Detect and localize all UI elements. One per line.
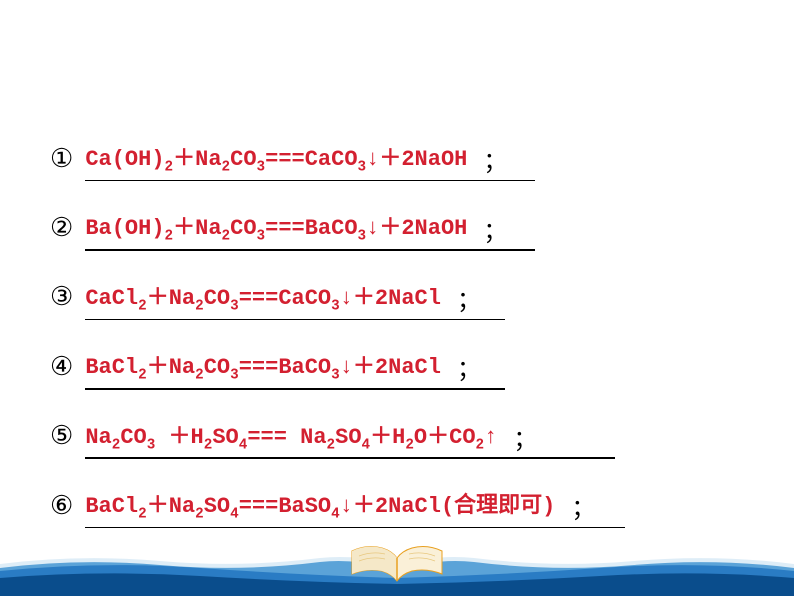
equation-wrapper: CaCl2＋Na2CO3===CaCO3↓＋2NaCl	[85, 279, 441, 316]
equation-formula: BaCl2＋Na2SO4===BaSO4↓＋2NaCl(合理即可)	[85, 487, 555, 524]
underline	[85, 388, 505, 390]
circled-number: ⑤	[50, 421, 73, 451]
equation-formula: Ba(OH)2＋Na2CO3===BaCO3↓＋2NaOH	[85, 209, 467, 246]
equation-row-5: ⑤ Na2CO3 ＋H2SO4=== Na2SO4＋H2O＋CO2↑ ；	[50, 418, 750, 455]
equation-row-1: ① Ca(OH)2＋Na2CO3===CaCO3↓＋2NaOH ；	[50, 140, 750, 177]
semicolon: ；	[457, 280, 481, 315]
semicolon: ；	[513, 419, 537, 454]
equation-wrapper: Na2CO3 ＋H2SO4=== Na2SO4＋H2O＋CO2↑	[85, 418, 497, 455]
semicolon: ；	[483, 141, 507, 176]
equation-wrapper: Ba(OH)2＋Na2CO3===BaCO3↓＋2NaOH	[85, 209, 467, 246]
equations-list: ① Ca(OH)2＋Na2CO3===CaCO3↓＋2NaOH ； ② Ba(O…	[50, 140, 750, 556]
equation-row-3: ③ CaCl2＋Na2CO3===CaCO3↓＋2NaCl ；	[50, 279, 750, 316]
circled-number: ⑥	[50, 491, 73, 521]
underline	[85, 319, 505, 321]
underline	[85, 457, 615, 459]
equation-wrapper: Ca(OH)2＋Na2CO3===CaCO3↓＋2NaOH	[85, 140, 467, 177]
semicolon: ；	[457, 349, 481, 384]
semicolon: ；	[483, 211, 507, 246]
underline	[85, 249, 535, 251]
footer-decoration	[0, 536, 794, 596]
equation-formula: BaCl2＋Na2CO3===BaCO3↓＋2NaCl	[85, 348, 441, 385]
underline	[85, 180, 535, 182]
equation-formula: Ca(OH)2＋Na2CO3===CaCO3↓＋2NaOH	[85, 140, 467, 177]
circled-number: ②	[50, 213, 73, 243]
equation-formula: CaCl2＋Na2CO3===CaCO3↓＋2NaCl	[85, 279, 441, 316]
equation-wrapper: BaCl2＋Na2SO4===BaSO4↓＋2NaCl(合理即可)	[85, 487, 555, 524]
equation-wrapper: BaCl2＋Na2CO3===BaCO3↓＋2NaCl	[85, 348, 441, 385]
underline	[85, 527, 625, 529]
equation-row-2: ② Ba(OH)2＋Na2CO3===BaCO3↓＋2NaOH ；	[50, 209, 750, 246]
circled-number: ④	[50, 352, 73, 382]
semicolon: ；	[571, 488, 595, 523]
equation-formula: Na2CO3 ＋H2SO4=== Na2SO4＋H2O＋CO2↑	[85, 418, 497, 455]
circled-number: ③	[50, 282, 73, 312]
circled-number: ①	[50, 144, 73, 174]
equation-row-4: ④ BaCl2＋Na2CO3===BaCO3↓＋2NaCl ；	[50, 348, 750, 385]
equation-row-6: ⑥ BaCl2＋Na2SO4===BaSO4↓＋2NaCl(合理即可) ；	[50, 487, 750, 524]
